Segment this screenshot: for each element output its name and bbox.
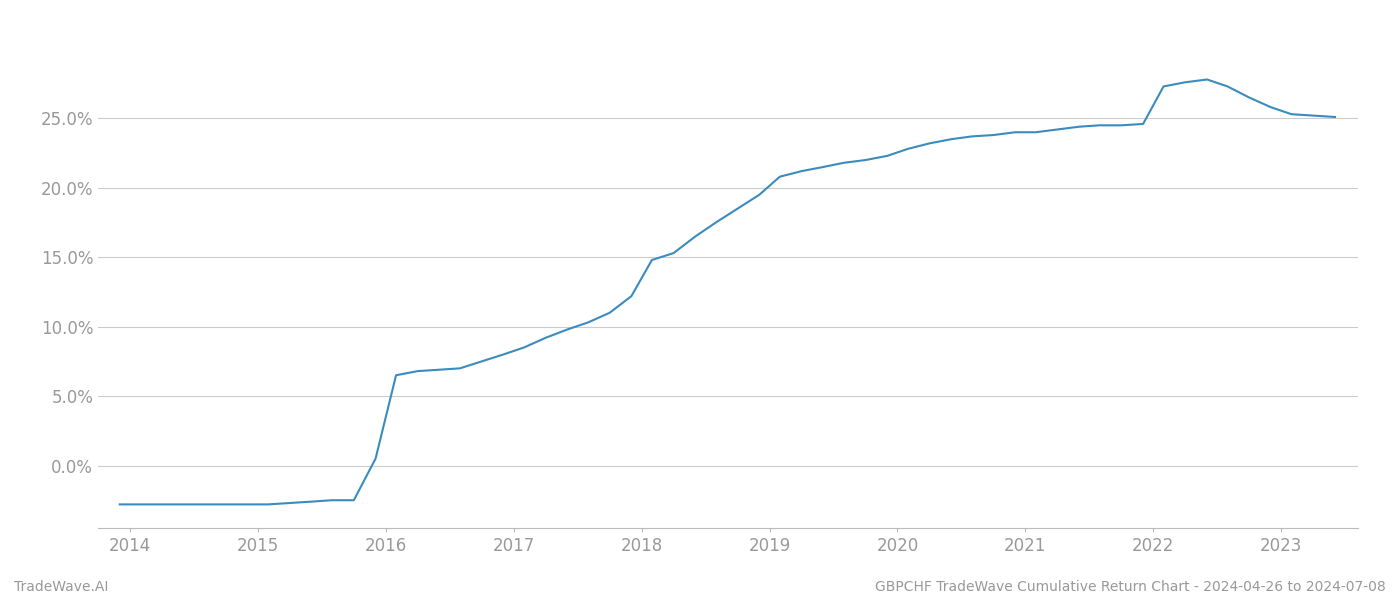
Text: GBPCHF TradeWave Cumulative Return Chart - 2024-04-26 to 2024-07-08: GBPCHF TradeWave Cumulative Return Chart…: [875, 580, 1386, 594]
Text: TradeWave.AI: TradeWave.AI: [14, 580, 108, 594]
